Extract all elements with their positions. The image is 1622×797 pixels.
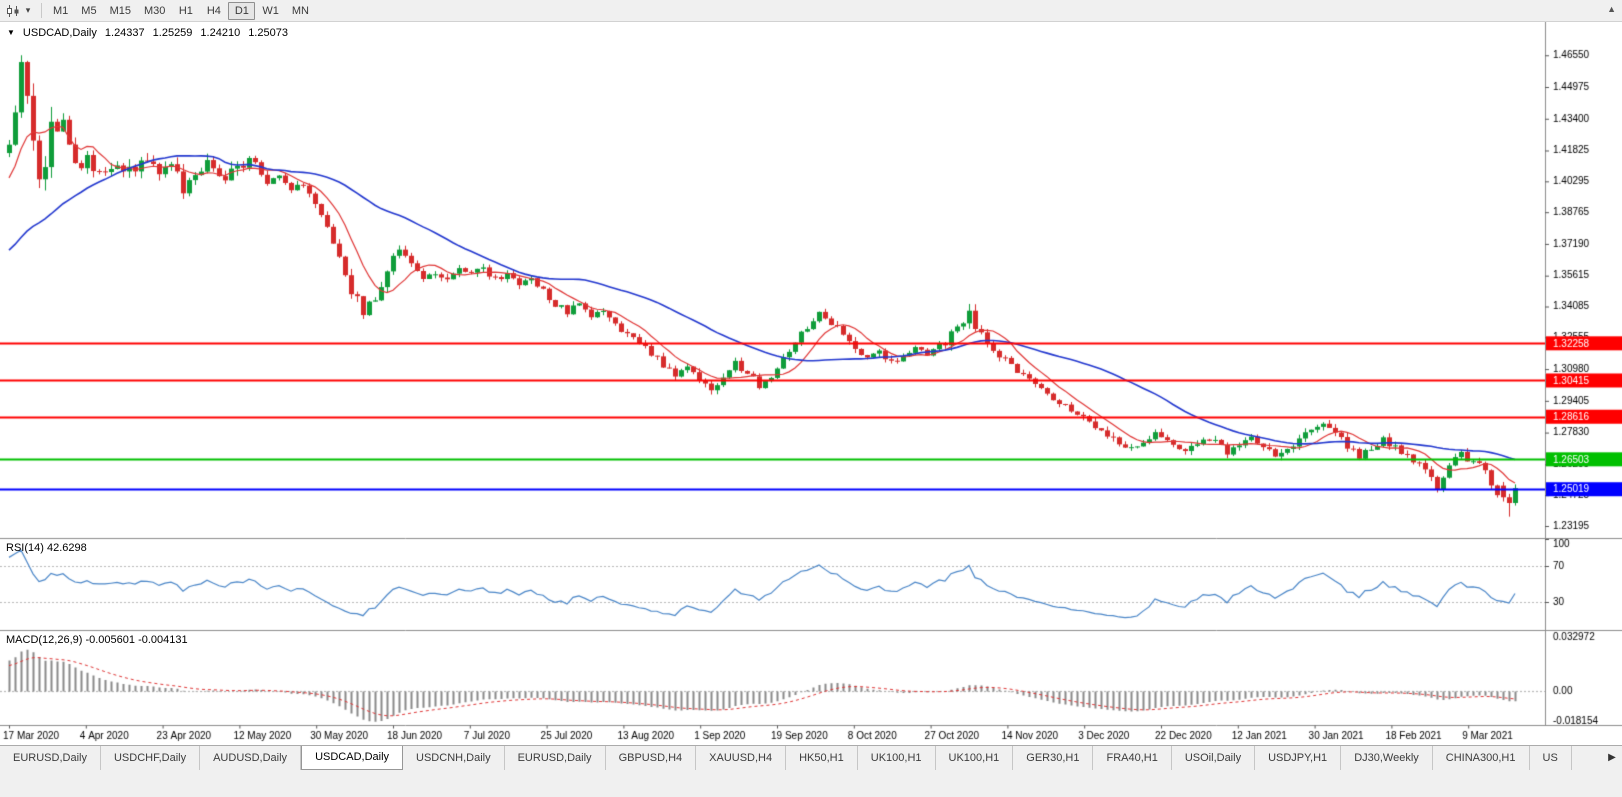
chart-tab-uk100-h1[interactable]: UK100,H1 [936, 746, 1014, 770]
chart-tab-hk50-h1[interactable]: HK50,H1 [786, 746, 858, 770]
candlestick-chart-icon[interactable] [4, 2, 22, 20]
chart-workspace: ▼ USDCAD,Daily 1.24337 1.25259 1.24210 1… [0, 22, 1622, 745]
chart-tab-usoil-daily[interactable]: USOil,Daily [1172, 746, 1256, 770]
chart-tab-xauusd-h4[interactable]: XAUUSD,H4 [696, 746, 787, 770]
toolbar-overflow-icon[interactable]: ▲ [1607, 4, 1616, 14]
timeframe-button-w1[interactable]: W1 [262, 4, 279, 17]
chart-tab-dj30-weekly[interactable]: DJ30,Weekly [1341, 746, 1433, 770]
chart-tab-eurusd-daily[interactable]: EURUSD,Daily [505, 746, 606, 770]
timeframe-button-m5[interactable]: M5 [81, 4, 97, 17]
chart-tab-us[interactable]: US [1530, 746, 1572, 770]
chart-type-caret-icon[interactable]: ▾ [25, 5, 31, 15]
tabs-scroll-right-button[interactable]: ▶ [1603, 748, 1621, 767]
chart-tab-fra40-h1[interactable]: FRA40,H1 [1093, 746, 1172, 770]
chart-tab-audusd-daily[interactable]: AUDUSD,Daily [200, 746, 302, 770]
chart-tab-usdjpy-h1[interactable]: USDJPY,H1 [1255, 746, 1342, 770]
timeframe-button-m15[interactable]: M15 [109, 4, 131, 17]
timeframe-button-h1[interactable]: H1 [178, 4, 193, 17]
top-toolbar: ▾ M1 M5 M15 M30 H1 H4 D1 W1 MN ▲ [0, 0, 1622, 22]
chart-tab-china300-h1[interactable]: CHINA300,H1 [1433, 746, 1530, 770]
chart-tabs-bar: EURUSD,Daily USDCHF,Daily AUDUSD,Daily USDC… [0, 745, 1622, 770]
chart-tab-uk100-h1[interactable]: UK100,H1 [858, 746, 936, 770]
chart-tab-gbpusd-h4[interactable]: GBPUSD,H4 [606, 746, 697, 770]
timeframe-button-d1[interactable]: D1 [228, 1, 256, 20]
toolbar-separator [41, 3, 42, 18]
timeframe-button-m1[interactable]: M1 [53, 4, 69, 17]
chart-tab-ger30-h1[interactable]: GER30,H1 [1013, 746, 1094, 770]
timeframe-button-mn[interactable]: MN [291, 4, 309, 17]
timeframe-button-m30[interactable]: M30 [143, 4, 166, 17]
chart-tab-usdcad-daily[interactable]: USDCAD,Daily [301, 746, 404, 770]
bottom-strip [0, 770, 1622, 797]
chart-tab-eurusd-daily[interactable]: EURUSD,Daily [0, 746, 101, 770]
timeframe-button-group: M1 M5 M15 M30 H1 H4 D1 W1 MN [47, 1, 315, 20]
timeframe-button-h4[interactable]: H4 [206, 4, 221, 17]
chart-tab-usdcnh-daily[interactable]: USDCNH,Daily [403, 746, 505, 770]
chart-tab-usdchf-daily[interactable]: USDCHF,Daily [101, 746, 201, 770]
price-chart-canvas[interactable] [0, 22, 1622, 745]
